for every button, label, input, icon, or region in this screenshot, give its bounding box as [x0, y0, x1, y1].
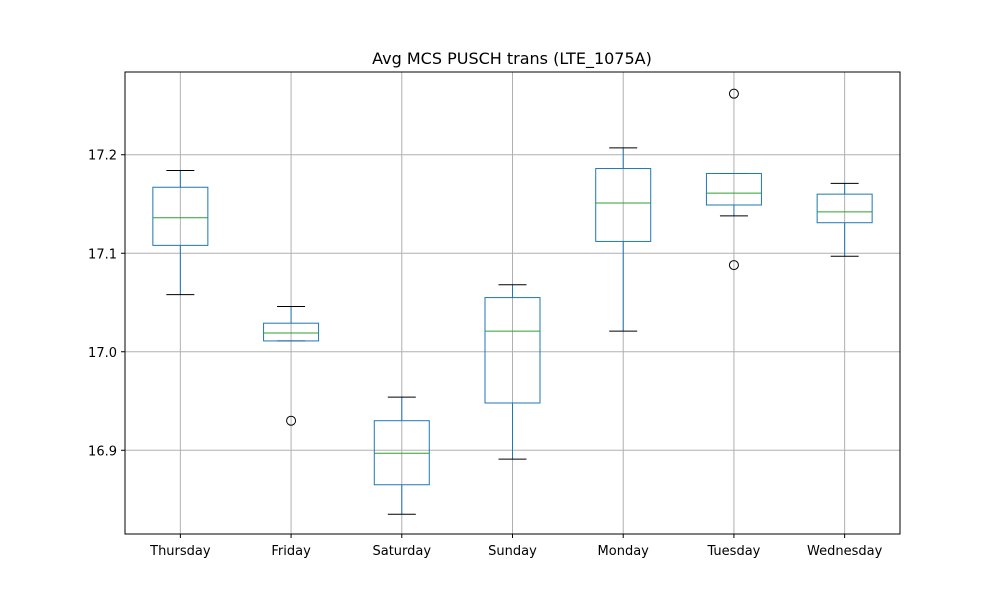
- box-monday: [595, 147, 652, 332]
- x-tick-label: Tuesday: [706, 544, 760, 559]
- box-thursday: [152, 170, 209, 296]
- box-sunday: [484, 284, 541, 460]
- iqr-box: [816, 193, 873, 224]
- box-friday: [263, 305, 320, 426]
- x-tick-label: Saturday: [372, 544, 431, 559]
- outlier-point: [728, 88, 739, 99]
- box-tuesday: [705, 88, 762, 271]
- iqr-box: [484, 297, 541, 404]
- box-saturday: [373, 396, 430, 515]
- boxes: [152, 88, 873, 515]
- grid-lines: [125, 72, 900, 534]
- box-wednesday: [816, 182, 873, 257]
- iqr-box: [595, 168, 652, 242]
- x-tick-label: Sunday: [488, 544, 537, 559]
- y-tick-label: 17.0: [88, 346, 117, 361]
- iqr-box: [152, 186, 209, 246]
- x-tick-label: Wednesday: [807, 544, 883, 559]
- y-tick-label: 17.1: [88, 247, 117, 262]
- y-tick-label: 16.9: [88, 444, 117, 459]
- x-tick-label: Monday: [598, 544, 650, 559]
- outlier-point: [728, 260, 739, 271]
- plot-area-frame: [124, 71, 901, 535]
- x-tick-label: Thursday: [149, 544, 211, 559]
- outlier-point: [286, 415, 297, 426]
- iqr-box: [705, 172, 762, 206]
- iqr-box: [263, 322, 320, 342]
- axes: 16.9 17.0 17.1 17.2 Thursday Friday Saturday Su…: [88, 149, 883, 559]
- x-tick-label: Friday: [271, 544, 311, 559]
- y-tick-label: 17.2: [88, 149, 117, 164]
- chart-title: Avg MCS PUSCH trans (LTE_1075A): [372, 49, 652, 69]
